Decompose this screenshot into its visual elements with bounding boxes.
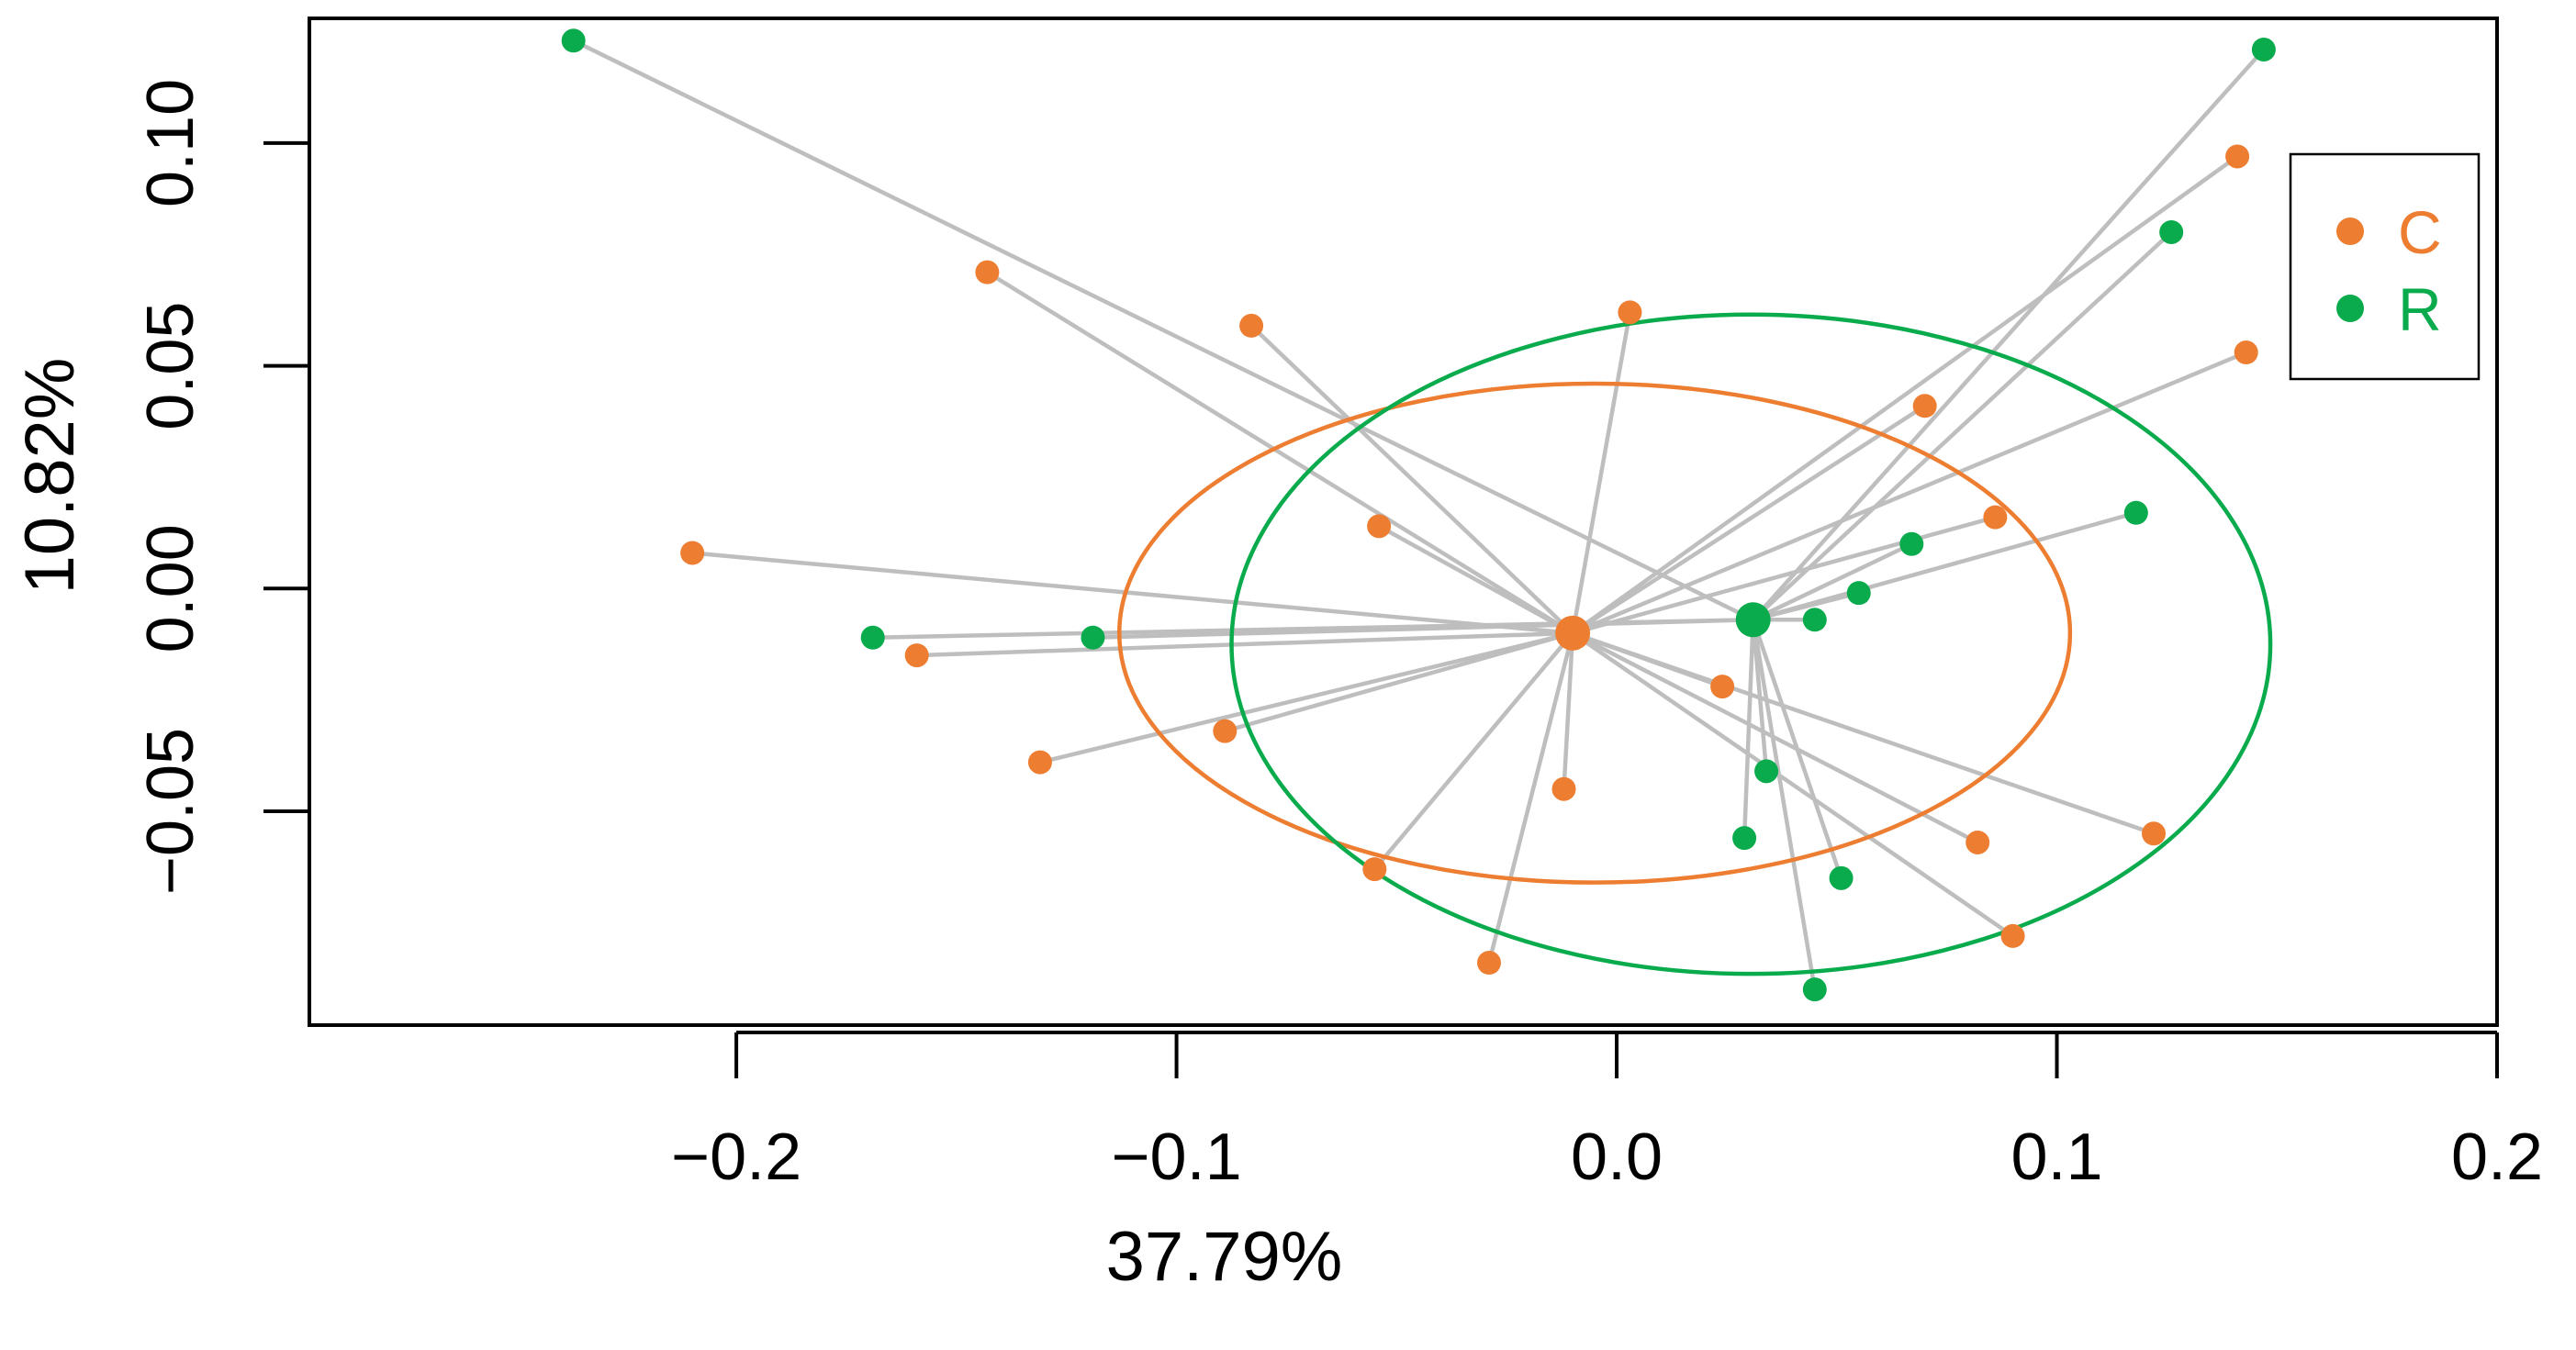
centroid-c <box>1555 615 1591 651</box>
x-tick-label: 0.2 <box>2451 1121 2543 1194</box>
legend-label-c: C <box>2398 198 2442 266</box>
legend-marker-r <box>2336 295 2364 322</box>
point-r-10 <box>2123 500 2148 525</box>
point-c-13 <box>1983 505 2008 530</box>
spoke-line-c-4 <box>691 551 1574 636</box>
spoke-line-r-2 <box>1092 618 1753 640</box>
point-r-8 <box>1846 581 1871 606</box>
point-c-11 <box>1710 675 1735 699</box>
spoke-line-c-5 <box>916 630 1574 658</box>
point-c-18 <box>2234 340 2258 365</box>
point-c-15 <box>2000 923 2025 948</box>
point-c-8 <box>1362 857 1387 882</box>
y-tick-label: −0.05 <box>134 728 207 895</box>
spoke-line-c-0 <box>986 270 1574 635</box>
spoke-line-c-12 <box>1571 404 1926 635</box>
legend: CR <box>2289 152 2481 381</box>
spoke-line-c-13 <box>1572 515 1996 636</box>
spoke-line-r-10 <box>1753 510 2137 622</box>
point-c-14 <box>1966 830 1990 854</box>
point-c-7 <box>1213 719 1238 743</box>
y-axis: −0.05 0.00 0.05 0.10 <box>134 79 311 895</box>
point-c-16 <box>2142 821 2167 846</box>
point-r-5 <box>1802 608 1827 632</box>
spoke-line-c-16 <box>1572 630 2155 836</box>
group-centroids <box>1555 602 1771 651</box>
x-tick-label: 0.1 <box>2010 1121 2102 1194</box>
point-r-7 <box>1829 865 1854 890</box>
point-c-1 <box>1239 313 1264 338</box>
x-axis-title: 37.79% <box>1106 1218 1343 1296</box>
x-axis: −0.2 −0.1 0.0 0.1 0.2 <box>671 1031 2543 1194</box>
dispersion-ellipses <box>1116 312 2273 976</box>
spoke-line-c-8 <box>1372 631 1574 871</box>
spoke-line-r-3 <box>1742 619 1755 839</box>
spoke-line-c-9 <box>1486 632 1575 964</box>
spoke-lines <box>572 39 2266 990</box>
x-tick-label: −0.2 <box>671 1121 801 1194</box>
x-tick-label: −0.1 <box>1111 1121 1241 1194</box>
y-tick-label: 0.10 <box>134 79 207 207</box>
spoke-line-c-3 <box>1378 524 1574 635</box>
point-r-1 <box>860 625 885 650</box>
y-tick-label: 0.00 <box>134 524 207 653</box>
sample-points <box>561 28 2276 1002</box>
spoke-line-r-9 <box>1752 541 1913 622</box>
spoke-line-c-15 <box>1571 630 2014 938</box>
point-c-9 <box>1476 951 1501 976</box>
spoke-line-c-7 <box>1224 630 1574 733</box>
spoke-line-r-7 <box>1751 619 1843 879</box>
point-r-11 <box>2159 219 2184 244</box>
point-c-17 <box>2225 144 2250 169</box>
y-tick-label: 0.05 <box>134 302 207 430</box>
spoke-line-c-1 <box>1249 324 1574 635</box>
legend-label-r: R <box>2398 275 2442 343</box>
plot-frame <box>308 17 2499 1027</box>
point-r-6 <box>1802 977 1827 1002</box>
ellipse-c <box>1116 381 2073 885</box>
spoke-line-c-6 <box>1039 630 1574 764</box>
point-c-4 <box>680 541 705 565</box>
spoke-line-c-18 <box>1572 350 2247 635</box>
spoke-line-r-0 <box>572 39 1754 622</box>
spoke-line-r-11 <box>1752 230 2173 621</box>
legend-box <box>2289 152 2481 381</box>
point-c-6 <box>1027 750 1052 775</box>
spoke-line-c-14 <box>1572 630 1979 844</box>
spoke-line-c-10 <box>1562 632 1575 789</box>
x-tick-label: 0.0 <box>1571 1121 1663 1194</box>
point-r-3 <box>1732 826 1757 851</box>
spoke-line-r-6 <box>1751 619 1818 990</box>
spoke-line-r-12 <box>1752 48 2266 621</box>
point-c-3 <box>1367 514 1392 539</box>
point-c-10 <box>1551 776 1576 801</box>
spoke-line-c-17 <box>1571 154 2239 635</box>
legend-marker-c <box>2336 218 2364 245</box>
y-axis-title: 10.82% <box>11 358 89 595</box>
point-r-9 <box>1899 531 1924 556</box>
centroid-r <box>1735 602 1771 638</box>
point-c-2 <box>1618 300 1642 325</box>
point-c-0 <box>975 260 1000 285</box>
point-r-4 <box>1754 759 1779 784</box>
ellipse-r <box>1229 312 2273 976</box>
point-r-12 <box>2251 37 2276 61</box>
point-r-2 <box>1081 625 1105 650</box>
point-c-12 <box>1912 394 1937 418</box>
point-r-0 <box>561 28 586 53</box>
point-c-5 <box>904 643 929 668</box>
spoke-line-c-2 <box>1570 311 1632 634</box>
